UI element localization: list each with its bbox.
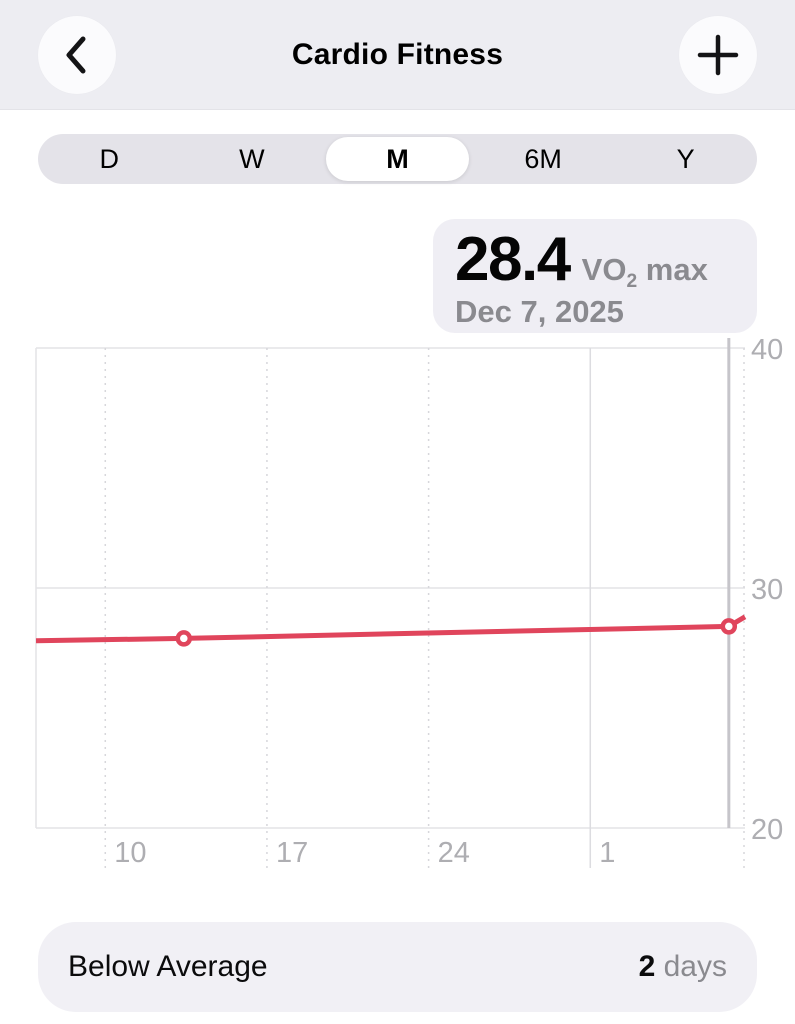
x-axis-label: 24 [438,837,470,869]
page-title: Cardio Fitness [291,38,504,71]
vo2max-chart[interactable]: 40 30 20 10 17 24 1 [0,334,795,883]
summary-count-unit: days [663,950,727,983]
summary-count: 2 [638,950,656,983]
y-axis-label: 30 [751,574,783,606]
segment-y[interactable]: Y [614,137,757,181]
selected-value-callout: 28.4 VO2 max Dec 7, 2025 [433,219,757,333]
chevron-left-icon [66,36,86,74]
segment-6m[interactable]: 6M [472,137,615,181]
selected-date: Dec 7, 2025 [455,294,624,330]
callout-value-row: 28.4 VO2 max [455,227,757,293]
segment-m[interactable]: M [326,137,469,181]
y-axis-label: 20 [751,814,783,846]
summary-count-group: 2 days [639,950,727,984]
vo2max-value: 28.4 [455,225,571,294]
add-data-button[interactable] [679,16,757,94]
data-point-marker [720,618,738,635]
segment-w[interactable]: W [181,137,324,181]
x-axis-label: 1 [599,837,615,869]
x-axis-label: 10 [114,837,146,869]
trend-line [35,614,747,644]
time-range-segmented-control: D W M 6M Y [38,134,757,184]
segment-d[interactable]: D [38,137,181,181]
summary-label: Below Average [68,950,268,983]
chart-container: 40 30 20 10 17 24 1 [0,334,795,883]
y-axis-label: 40 [751,338,783,366]
data-point-marker [175,630,193,647]
navigation-bar: Cardio Fitness [0,0,795,110]
back-button[interactable] [38,16,116,94]
plus-icon [697,34,739,76]
summary-row-below-average[interactable]: Below Average 2 days [38,922,757,1012]
x-axis-label: 17 [276,837,308,869]
vo2max-unit-label: VO2 max [581,252,708,293]
